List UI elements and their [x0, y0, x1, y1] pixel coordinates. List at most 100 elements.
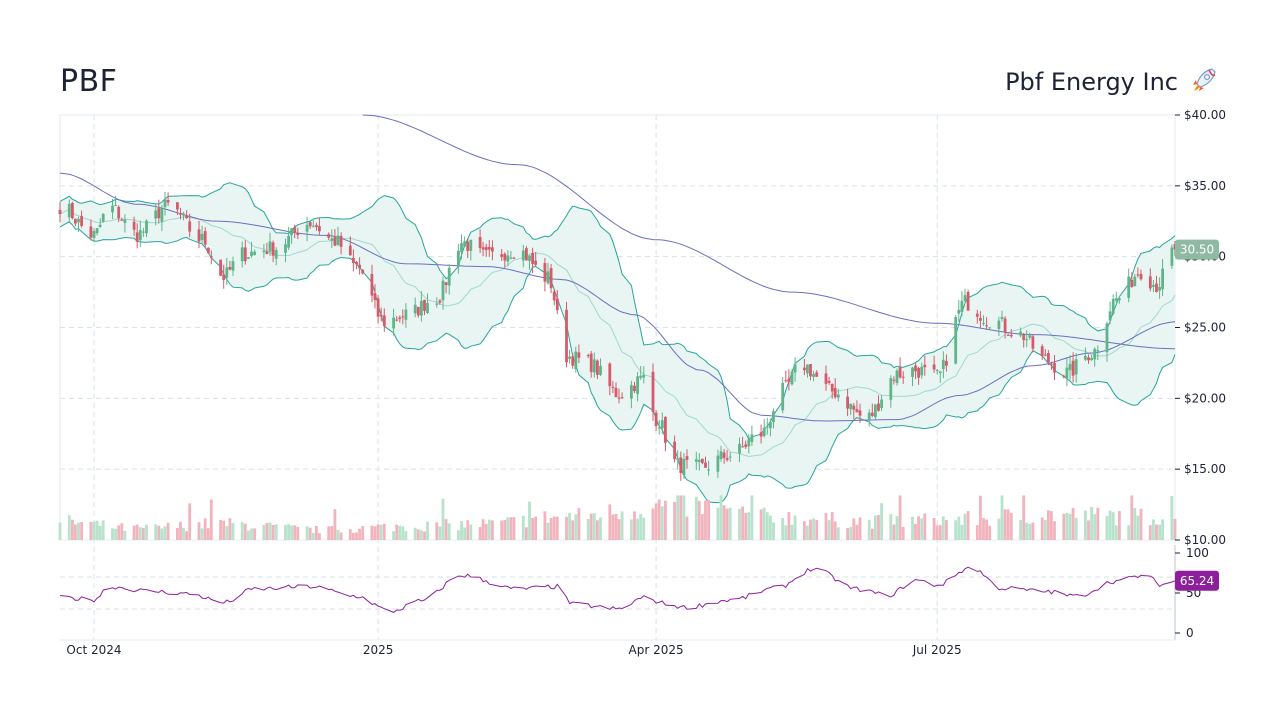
company-name: Pbf Energy Inc: [1005, 68, 1178, 96]
volume-bar: [182, 527, 185, 540]
candle-body: [827, 380, 831, 383]
volume-bar: [1087, 520, 1090, 540]
candle-body: [1031, 336, 1035, 349]
candle-body: [701, 458, 704, 463]
volume-bar: [293, 525, 297, 540]
candle-body: [1022, 334, 1026, 341]
candle-body: [1084, 356, 1087, 360]
candle-body: [1047, 353, 1050, 363]
volume-bar: [284, 525, 287, 540]
candle-body: [546, 271, 550, 284]
volume-bar: [327, 526, 331, 540]
candle-body: [166, 200, 170, 203]
volume-bar: [142, 528, 145, 540]
candle-body: [975, 313, 979, 317]
candle-body: [1148, 276, 1152, 289]
volume-bar: [404, 531, 408, 540]
candle-body: [318, 226, 321, 232]
volume-bars: [58, 495, 1177, 540]
candle-body: [460, 243, 463, 252]
volume-bar: [979, 495, 982, 540]
volume-bar: [722, 505, 726, 540]
volume-bar: [1043, 519, 1047, 540]
volume-bar: [565, 516, 568, 540]
volume-bar: [339, 532, 343, 540]
volume-bar: [296, 526, 300, 540]
volume-bar: [71, 519, 74, 540]
candle-body: [836, 394, 840, 398]
candle-body: [145, 220, 148, 234]
volume-bar: [815, 519, 819, 540]
candle-body: [932, 364, 936, 370]
candle-body: [728, 456, 732, 458]
candle-body: [395, 319, 399, 321]
volume-bar: [531, 517, 534, 540]
candle-body: [1155, 283, 1158, 292]
volume-bar: [487, 519, 491, 540]
candle-body: [914, 365, 917, 372]
price-tick-label: $15.00: [1184, 462, 1226, 476]
volume-bar: [938, 525, 942, 540]
volume-bar: [793, 515, 797, 540]
price-tick-label: $25.00: [1184, 321, 1226, 335]
volume-bar: [206, 528, 210, 540]
volume-bar: [697, 501, 701, 540]
ma-long-line: [362, 114, 1176, 350]
candle-body: [423, 299, 426, 311]
volume-bar: [911, 516, 914, 540]
candle-body: [966, 291, 970, 311]
volume-bar: [1071, 507, 1075, 540]
candle-body: [963, 295, 967, 301]
candle-body: [960, 300, 964, 312]
candle-body: [95, 228, 99, 234]
date-tick-label: Jul 2025: [912, 643, 962, 657]
volume-bar: [781, 518, 785, 540]
volume-bar: [1031, 522, 1035, 540]
volume-bar: [877, 514, 880, 540]
candle-body: [506, 255, 510, 262]
volume-bar: [361, 526, 365, 540]
volume-bar: [642, 517, 646, 540]
volume-bar: [444, 519, 448, 540]
candle-body: [231, 261, 235, 271]
volume-bar: [179, 521, 182, 540]
volume-bar: [759, 509, 763, 540]
candle-body: [762, 427, 766, 436]
volume-bar: [827, 520, 831, 540]
candle-body: [382, 315, 386, 327]
candle-body: [793, 364, 797, 373]
candle-body: [1009, 334, 1013, 337]
candle-body: [982, 323, 985, 324]
candle-body: [889, 378, 893, 400]
volume-bar: [382, 523, 386, 540]
candle-body: [815, 372, 819, 377]
candle-body: [938, 371, 942, 374]
volume-bar: [664, 500, 667, 540]
candle-body: [58, 209, 62, 215]
volume-bar: [1003, 509, 1007, 540]
volume-bar: [435, 522, 439, 540]
volume-bar: [528, 501, 531, 540]
candle-body: [552, 291, 556, 301]
candle-body: [228, 267, 232, 270]
volume-bar: [466, 520, 470, 540]
volume-bar: [98, 526, 102, 540]
candle-body: [920, 366, 924, 376]
volume-bar: [1062, 513, 1066, 540]
candle-body: [355, 262, 358, 265]
candle-body: [1158, 286, 1161, 291]
volume-bar: [1009, 513, 1013, 540]
volume-bar: [673, 502, 676, 540]
candle-body: [1062, 375, 1066, 377]
volume-bar: [1090, 507, 1093, 540]
volume-bar: [120, 523, 124, 540]
volume-bar: [1074, 517, 1078, 540]
volume-bar: [222, 520, 226, 540]
volume-bar: [614, 514, 618, 540]
candle-body: [339, 235, 343, 247]
volume-bar: [966, 511, 970, 540]
candle-body: [874, 404, 877, 418]
volume-bar: [503, 519, 507, 540]
candle-body: [311, 225, 315, 227]
